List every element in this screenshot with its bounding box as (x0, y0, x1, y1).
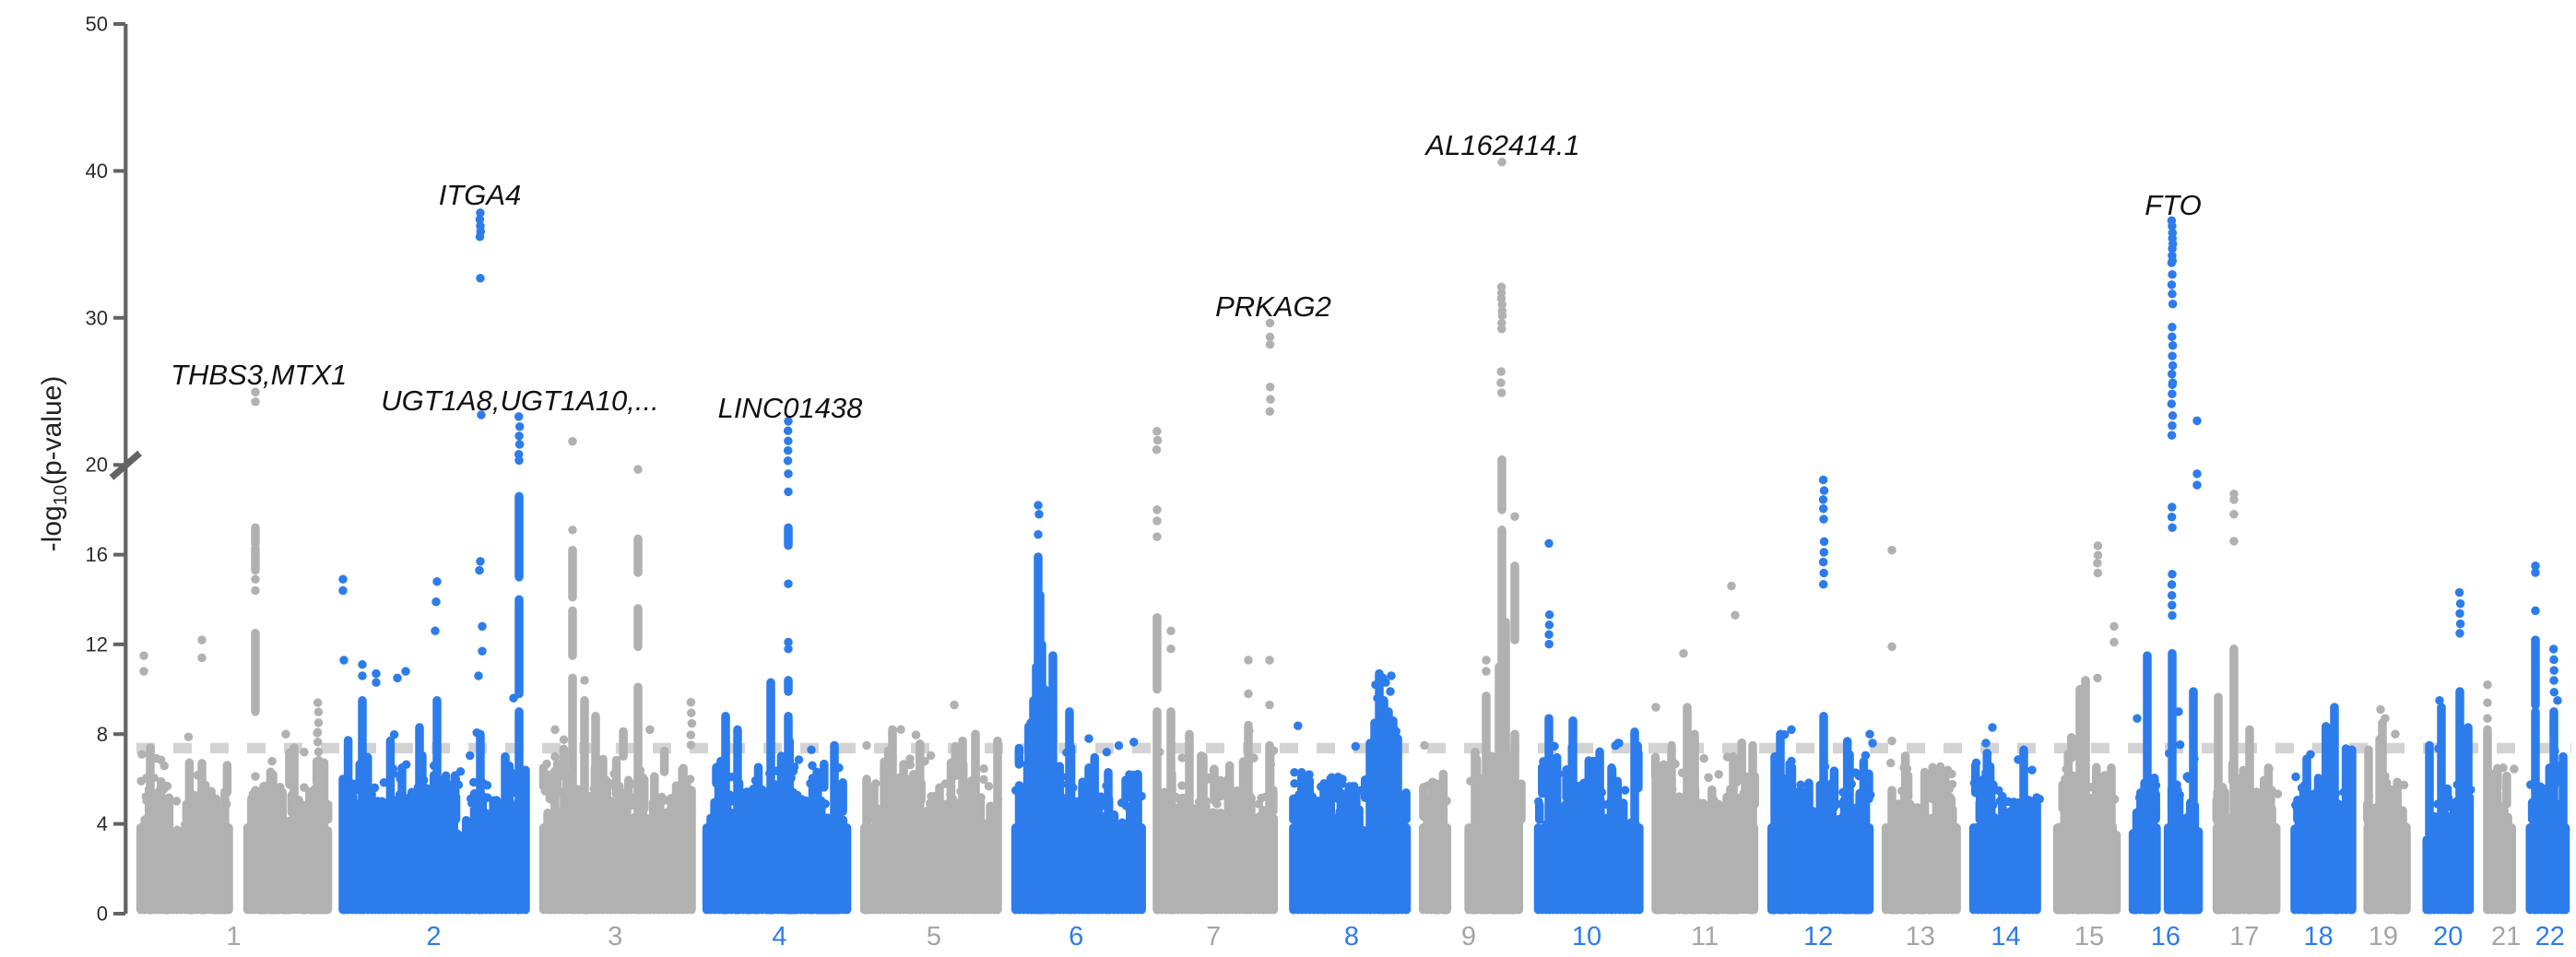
svg-text:40: 40 (86, 160, 108, 183)
svg-text:13: 13 (1906, 922, 1935, 951)
svg-text:8: 8 (97, 723, 108, 746)
svg-text:9: 9 (1461, 922, 1476, 951)
svg-text:THBS3,MTX1: THBS3,MTX1 (171, 359, 347, 391)
svg-text:8: 8 (1344, 922, 1359, 951)
svg-text:FTO: FTO (2145, 189, 2201, 221)
svg-text:18: 18 (2303, 922, 2333, 951)
svg-text:10: 10 (1572, 922, 1601, 951)
svg-text:21: 21 (2491, 922, 2521, 951)
svg-text:4: 4 (97, 812, 108, 835)
svg-text:12: 12 (86, 632, 108, 656)
svg-text:UGT1A8,UGT1A10,...: UGT1A8,UGT1A10,... (381, 384, 659, 417)
svg-text:11: 11 (1691, 922, 1719, 951)
svg-text:7: 7 (1206, 922, 1221, 951)
svg-text:19: 19 (2369, 922, 2398, 951)
svg-text:14: 14 (1991, 922, 2020, 951)
svg-text:50: 50 (86, 13, 108, 36)
svg-text:15: 15 (2074, 922, 2104, 951)
svg-text:LINC01438: LINC01438 (718, 392, 864, 424)
svg-text:0: 0 (97, 903, 108, 926)
svg-text:16: 16 (86, 543, 108, 566)
svg-text:12: 12 (1803, 922, 1833, 951)
svg-text:3: 3 (608, 922, 622, 951)
svg-text:AL162414.1: AL162414.1 (1424, 129, 1579, 161)
svg-text:20: 20 (86, 454, 108, 477)
svg-text:2: 2 (426, 922, 441, 951)
svg-text:20: 20 (2433, 922, 2463, 951)
svg-text:ITGA4: ITGA4 (439, 179, 522, 211)
svg-text:22: 22 (2535, 922, 2565, 951)
svg-text:1: 1 (226, 922, 241, 951)
svg-text:30: 30 (86, 306, 108, 329)
svg-text:16: 16 (2151, 922, 2180, 951)
svg-text:4: 4 (772, 922, 786, 951)
svg-text:6: 6 (1069, 922, 1083, 951)
svg-text:17: 17 (2229, 922, 2259, 951)
svg-text:5: 5 (927, 922, 941, 951)
svg-text:-log10(p-value): -log10(p-value) (37, 376, 71, 552)
svg-text:PRKAG2: PRKAG2 (1215, 290, 1331, 323)
